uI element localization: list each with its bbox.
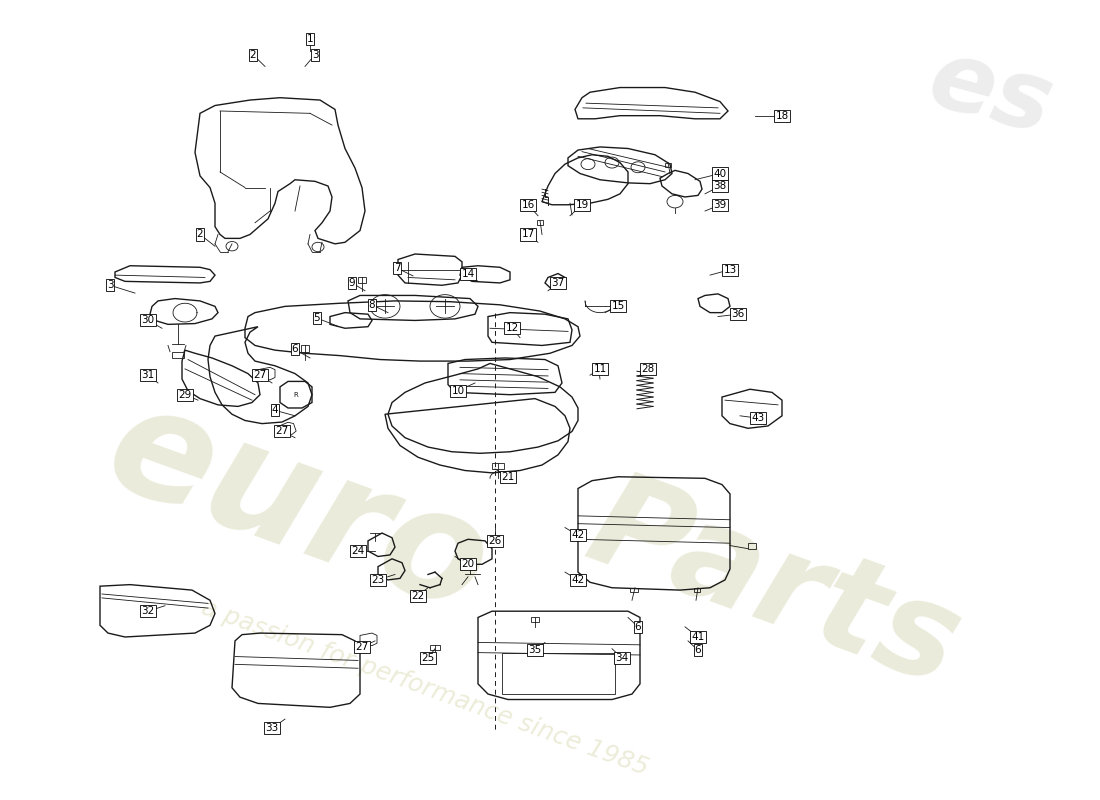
Text: 31: 31 (142, 370, 155, 380)
Text: 39: 39 (714, 200, 727, 210)
Text: 27: 27 (355, 642, 368, 652)
Text: 19: 19 (575, 200, 589, 210)
Text: 16: 16 (521, 200, 535, 210)
Text: 11: 11 (593, 364, 606, 374)
Text: 5: 5 (314, 313, 320, 323)
Text: 27: 27 (275, 426, 288, 437)
Text: 33: 33 (265, 723, 278, 734)
Text: 14: 14 (461, 269, 474, 278)
Text: 20: 20 (461, 559, 474, 570)
Text: 4: 4 (272, 406, 278, 415)
Text: 8: 8 (368, 300, 375, 310)
Text: 1: 1 (307, 34, 314, 44)
Text: 3: 3 (311, 50, 318, 60)
Text: 7: 7 (394, 263, 400, 273)
Text: 27: 27 (253, 370, 266, 380)
Text: 26: 26 (488, 536, 502, 546)
Text: 32: 32 (142, 606, 155, 616)
Text: euro: euro (88, 371, 508, 646)
Text: 6: 6 (695, 646, 702, 655)
Text: 42: 42 (571, 530, 584, 540)
Text: 17: 17 (521, 230, 535, 239)
Text: 21: 21 (502, 472, 515, 482)
Text: Parts: Parts (572, 461, 977, 711)
Text: 23: 23 (372, 575, 385, 585)
Text: R: R (294, 392, 298, 398)
Text: 18: 18 (776, 110, 789, 121)
Text: 38: 38 (714, 181, 727, 191)
Text: 24: 24 (351, 546, 364, 556)
Text: 3: 3 (107, 280, 113, 290)
Text: 22: 22 (411, 590, 425, 601)
Text: 30: 30 (142, 315, 155, 326)
Text: es: es (918, 33, 1062, 154)
Text: 42: 42 (571, 575, 584, 585)
Text: 2: 2 (250, 50, 256, 60)
Text: a passion for performance since 1985: a passion for performance since 1985 (198, 595, 651, 780)
Text: 35: 35 (528, 646, 541, 655)
Text: 25: 25 (421, 653, 434, 663)
Text: 10: 10 (451, 386, 464, 396)
Text: 12: 12 (505, 323, 518, 334)
Text: 6: 6 (635, 622, 641, 632)
Text: 15: 15 (612, 302, 625, 311)
Text: 6: 6 (292, 344, 298, 354)
Text: 41: 41 (692, 632, 705, 642)
Text: 40: 40 (714, 169, 727, 178)
Text: 13: 13 (724, 265, 737, 274)
Text: 43: 43 (751, 413, 764, 423)
Text: 37: 37 (551, 278, 564, 288)
Text: 36: 36 (732, 309, 745, 319)
Text: 9: 9 (349, 278, 355, 288)
Text: 28: 28 (641, 364, 654, 374)
Text: 29: 29 (178, 390, 191, 400)
Text: 2: 2 (197, 230, 204, 239)
Text: 34: 34 (615, 653, 628, 663)
